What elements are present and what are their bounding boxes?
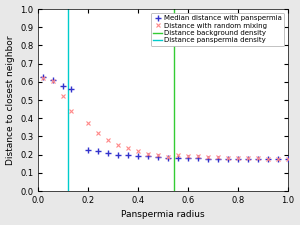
- Distance with random mixing: [126, 147, 130, 150]
- Median distance with panspermia: [51, 79, 55, 81]
- Median distance with panspermia: [256, 158, 260, 160]
- Distance with random mixing: [196, 155, 200, 158]
- Line: Distance with random mixing: Distance with random mixing: [41, 76, 290, 161]
- Median distance with panspermia: [146, 155, 150, 158]
- Median distance with panspermia: [196, 157, 200, 160]
- Median distance with panspermia: [86, 149, 90, 151]
- Distance with random mixing: [256, 157, 260, 160]
- Median distance with panspermia: [276, 158, 280, 160]
- Median distance with panspermia: [226, 158, 230, 160]
- Median distance with panspermia: [206, 157, 210, 160]
- Median distance with panspermia: [126, 154, 130, 157]
- Median distance with panspermia: [216, 158, 220, 160]
- Median distance with panspermia: [286, 158, 290, 161]
- Legend: Median distance with panspermia, Distance with random mixing, Distance backgroun: Median distance with panspermia, Distanc…: [151, 13, 284, 46]
- Distance with random mixing: [216, 156, 220, 159]
- Distance with random mixing: [206, 155, 210, 158]
- Median distance with panspermia: [186, 157, 190, 160]
- Distance with random mixing: [156, 154, 160, 156]
- Distance with random mixing: [69, 110, 73, 112]
- Distance with random mixing: [186, 154, 190, 157]
- Median distance with panspermia: [61, 85, 65, 88]
- Median distance with panspermia: [166, 156, 170, 159]
- Y-axis label: Distance to closest neighbor: Distance to closest neighbor: [6, 35, 15, 165]
- Distance with random mixing: [146, 152, 150, 155]
- Distance with random mixing: [166, 156, 170, 159]
- Distance with random mixing: [86, 122, 90, 124]
- Distance with random mixing: [136, 150, 140, 153]
- X-axis label: Panspermia radius: Panspermia radius: [121, 210, 205, 219]
- Line: Median distance with panspermia: Median distance with panspermia: [40, 74, 291, 162]
- Median distance with panspermia: [176, 157, 180, 159]
- Distance with random mixing: [176, 153, 180, 156]
- Distance with random mixing: [51, 80, 55, 82]
- Median distance with panspermia: [266, 158, 270, 160]
- Median distance with panspermia: [41, 76, 45, 79]
- Distance with random mixing: [226, 156, 230, 159]
- Median distance with panspermia: [96, 150, 100, 152]
- Distance with random mixing: [96, 131, 100, 134]
- Median distance with panspermia: [69, 88, 73, 90]
- Distance with random mixing: [276, 158, 280, 160]
- Median distance with panspermia: [116, 153, 120, 156]
- Median distance with panspermia: [246, 158, 250, 160]
- Distance with random mixing: [41, 77, 45, 80]
- Distance with random mixing: [116, 143, 120, 146]
- Median distance with panspermia: [156, 156, 160, 158]
- Distance with random mixing: [246, 157, 250, 160]
- Median distance with panspermia: [106, 152, 110, 155]
- Median distance with panspermia: [136, 155, 140, 157]
- Distance with random mixing: [61, 95, 65, 98]
- Distance with random mixing: [266, 157, 270, 160]
- Median distance with panspermia: [236, 158, 240, 160]
- Distance with random mixing: [286, 158, 290, 160]
- Distance with random mixing: [106, 139, 110, 142]
- Distance with random mixing: [236, 157, 240, 159]
